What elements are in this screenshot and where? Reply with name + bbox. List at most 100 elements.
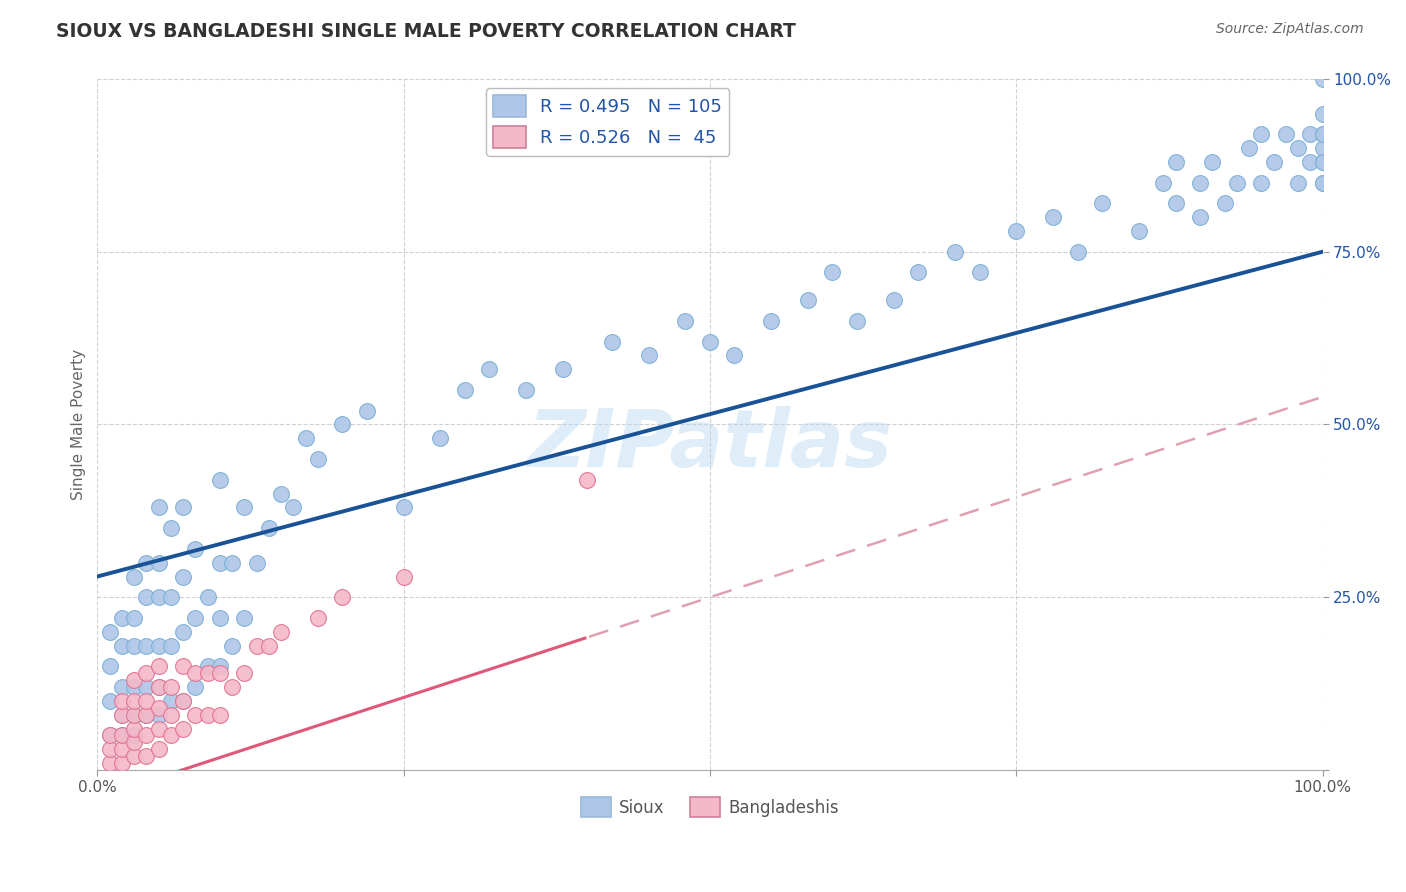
Point [208,659,231,673]
Point [160,694,183,708]
Point [1005,224,1028,238]
Point [1312,106,1334,120]
Point [148,722,170,736]
Text: Source: ZipAtlas.com: Source: ZipAtlas.com [1216,22,1364,37]
Point [148,591,170,605]
Point [1312,128,1334,142]
Point [454,383,477,397]
Point [135,680,157,694]
Point [148,556,170,570]
Point [122,680,145,694]
Point [111,707,134,722]
Point [111,680,134,694]
Point [122,707,145,722]
Point [392,500,415,515]
Point [307,452,329,467]
Point [1128,224,1150,238]
Legend: Sioux, Bangladeshis: Sioux, Bangladeshis [574,790,845,824]
Point [1299,155,1322,169]
Point [1250,128,1272,142]
Point [1226,176,1249,190]
Point [1066,244,1088,259]
Point [1237,141,1260,155]
Point [111,639,134,653]
Point [135,666,157,681]
Point [135,591,157,605]
Point [257,521,280,535]
Point [478,362,501,376]
Point [761,314,783,328]
Point [197,659,219,673]
Point [270,624,292,639]
Point [208,666,231,681]
Point [197,707,219,722]
Point [969,265,991,279]
Point [1263,155,1285,169]
Point [122,569,145,583]
Point [1275,128,1298,142]
Point [148,701,170,715]
Point [160,521,183,535]
Point [637,348,659,362]
Point [233,611,256,625]
Point [172,659,194,673]
Point [221,556,243,570]
Point [122,735,145,749]
Point [135,707,157,722]
Point [148,659,170,673]
Point [184,680,207,694]
Point [270,486,292,500]
Text: ZIPatlas: ZIPatlas [527,406,893,484]
Point [197,666,219,681]
Point [122,694,145,708]
Point [1189,210,1212,224]
Point [1286,141,1309,155]
Point [576,473,599,487]
Point [392,569,415,583]
Point [846,314,869,328]
Text: SIOUX VS BANGLADESHI SINGLE MALE POVERTY CORRELATION CHART: SIOUX VS BANGLADESHI SINGLE MALE POVERTY… [56,22,796,41]
Point [122,707,145,722]
Point [883,293,905,307]
Point [148,707,170,722]
Point [135,707,157,722]
Point [148,639,170,653]
Point [600,334,623,349]
Point [148,500,170,515]
Point [208,707,231,722]
Point [1312,155,1334,169]
Point [160,680,183,694]
Point [1312,72,1334,87]
Y-axis label: Single Male Poverty: Single Male Poverty [72,349,86,500]
Point [135,749,157,764]
Point [1091,196,1114,211]
Point [307,611,329,625]
Point [184,666,207,681]
Point [148,680,170,694]
Point [233,500,256,515]
Point [208,556,231,570]
Point [1152,176,1174,190]
Point [111,728,134,742]
Point [148,680,170,694]
Point [1213,196,1236,211]
Point [1042,210,1064,224]
Point [221,680,243,694]
Point [98,624,121,639]
Point [122,722,145,736]
Point [1189,176,1212,190]
Point [172,569,194,583]
Point [221,639,243,653]
Point [172,694,194,708]
Point [160,707,183,722]
Point [122,749,145,764]
Point [246,556,269,570]
Point [821,265,844,279]
Point [551,362,574,376]
Point [135,728,157,742]
Point [111,742,134,756]
Point [1312,128,1334,142]
Point [1201,155,1223,169]
Point [1312,155,1334,169]
Point [172,624,194,639]
